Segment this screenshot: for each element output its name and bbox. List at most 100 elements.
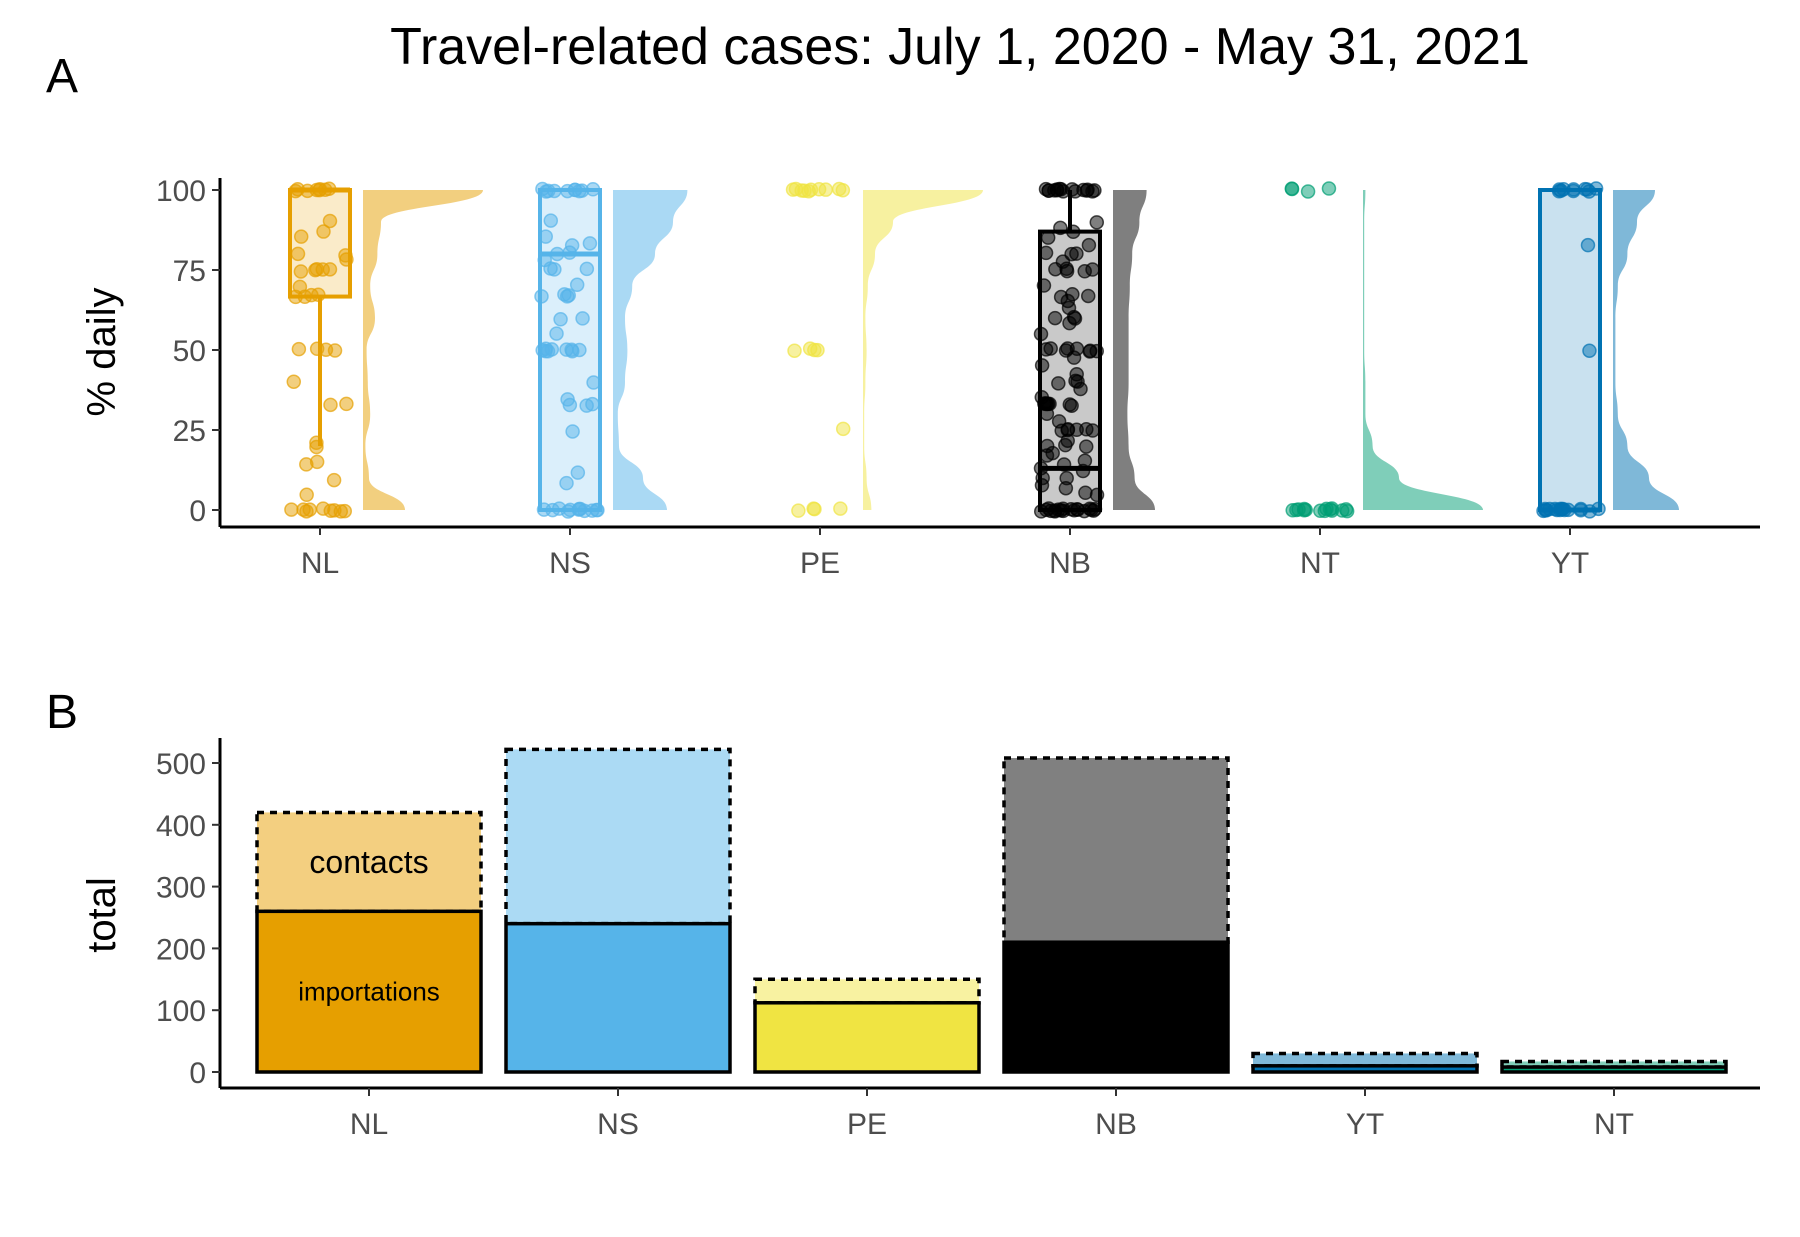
panel-a-y-tick-label: 25 <box>173 415 206 448</box>
panel-a-point-nl <box>323 503 339 518</box>
panel-a-point-nb <box>1036 278 1052 293</box>
panel-a-point-nl <box>284 502 299 517</box>
panel-a-point-nb <box>1069 246 1084 261</box>
panel-a-point-yt <box>1538 503 1553 518</box>
panel-a-point-nl <box>309 341 325 357</box>
panel-a-point-pe <box>835 421 851 437</box>
panel-a-point-nl <box>309 439 324 455</box>
panel-a-point-nt <box>1339 503 1355 519</box>
panel-a-point-nb <box>1048 261 1063 277</box>
panel-b-bar-importations-pe <box>753 1001 981 1074</box>
panel-a-point-ns <box>540 343 556 359</box>
panel-a-x-tick-label-ns: NS <box>549 547 591 580</box>
panel-b-bar-importations-yt <box>1251 1064 1479 1074</box>
panel-a-point-nb <box>1080 288 1096 304</box>
panel-a-point-nb <box>1039 406 1055 421</box>
panel-a-point-nb <box>1039 448 1055 463</box>
panel-a-point-pe <box>806 501 821 516</box>
panel-a-point-nl <box>312 181 328 197</box>
panel-b-x-tick-label-yt: YT <box>1346 1108 1384 1141</box>
panel-a-point-ns <box>543 261 558 276</box>
panel-a-point-nb <box>1081 237 1097 253</box>
panel-a-point-nb <box>1077 503 1092 519</box>
panel-a-point-ns <box>586 375 601 390</box>
panel-a-point-nl <box>299 457 314 472</box>
panel-a-point-nt <box>1297 501 1312 517</box>
panel-a-violin-pe <box>863 190 983 510</box>
panel-a-point-nb <box>1089 487 1105 503</box>
panel-b-y-tick-label: 500 <box>156 748 206 781</box>
panel-a-point-nt <box>1300 184 1316 199</box>
panel-a-x-tick-label-nb: NB <box>1049 547 1091 580</box>
panel-a-point-ns <box>562 397 578 413</box>
panel-a-point-nb <box>1082 343 1098 359</box>
panel-a-point-nl <box>339 252 354 267</box>
panel-a-point-nb <box>1038 245 1054 261</box>
panel-b-bar-importations-nl <box>255 909 483 1074</box>
panel-a-violin-nb <box>1113 190 1155 510</box>
panel-b-x-tick-label-nb: NB <box>1095 1108 1137 1141</box>
panel-a-point-pe <box>835 182 851 198</box>
panel-a-point-nl <box>316 224 331 239</box>
panel-a-point-nb <box>1079 183 1095 198</box>
panel-a-point-nb <box>1089 215 1105 230</box>
panel-a-point-pe <box>811 182 827 197</box>
panel-a-point-ns <box>535 181 550 197</box>
panel-a-point-nl <box>300 183 315 199</box>
panel-a-point-nb <box>1058 480 1074 496</box>
panel-a-point-nt <box>1284 181 1300 196</box>
panel-b-bar-importations-ns <box>504 921 732 1074</box>
panel-a-point-nb <box>1069 422 1084 438</box>
panel-b-bar-importations-nt <box>1500 1065 1728 1074</box>
panel-a-point-ns <box>575 311 590 326</box>
panel-a-point-ns <box>549 246 565 262</box>
panel-a-y-axis-title: % daily <box>80 288 124 417</box>
panel-a-point-nb <box>1064 398 1079 413</box>
panel-a-violin-ns <box>613 190 688 510</box>
panel-a-point-pe <box>833 501 848 516</box>
panel-b-y-tick-label: 100 <box>156 995 206 1028</box>
panel-a-point-nl <box>299 504 314 519</box>
panel-a-point-nb <box>1047 310 1063 326</box>
panel-b-annotation-contacts: contacts <box>309 844 428 880</box>
panel-a-point-pe <box>787 343 802 358</box>
panel-a-point-ns <box>543 213 559 228</box>
panel-b-plot: total 0 100 200 300 400 500 NL NS PE NB YT NT contac… <box>80 738 1760 1141</box>
panel-a-point-pe <box>791 503 806 518</box>
panel-a-point-nb <box>1056 457 1072 472</box>
panel-a-point-nl <box>315 262 330 277</box>
panel-a-plot: % daily 0 25 50 75 100 NL NS PE NB NT YT <box>80 175 1760 580</box>
panel-b-y-tick-label: 300 <box>156 872 206 905</box>
panel-b-y-axis-title: total <box>80 877 124 953</box>
panel-a-point-yt <box>1582 504 1597 519</box>
panel-a-point-nt <box>1322 502 1338 517</box>
panel-b-x-tick-label-nt: NT <box>1594 1108 1634 1141</box>
panel-a-point-nl <box>299 487 314 503</box>
panel-a-point-nl <box>327 343 343 358</box>
panel-a-point-yt <box>1566 182 1581 197</box>
panel-a-point-nl <box>286 374 302 389</box>
panel-a-x-tick-label-yt: YT <box>1551 547 1589 580</box>
panel-a-point-nl <box>323 397 338 413</box>
panel-b-y-tick-label: 0 <box>189 1057 206 1090</box>
panel-a-point-nb <box>1034 478 1050 493</box>
figure-title: Travel-related cases: July 1, 2020 - May… <box>390 18 1530 76</box>
panel-b-y-tick-label: 200 <box>156 933 206 966</box>
panel-a-point-yt <box>1557 502 1572 518</box>
panel-b-x-tick-label-nl: NL <box>350 1108 388 1141</box>
panel-a-point-ns <box>565 424 580 439</box>
panel-a-point-nl <box>291 341 307 357</box>
panel-a-point-ns <box>559 475 574 491</box>
panel-a-point-ns <box>549 326 564 341</box>
panel-a-point-ns <box>573 501 588 517</box>
panel-a-point-yt <box>1582 343 1597 358</box>
panel-b-x-tick-label-pe: PE <box>847 1108 887 1141</box>
panel-a-x-tick-label-pe: PE <box>800 547 840 580</box>
panel-a-point-nb <box>1078 439 1094 454</box>
panel-a-point-ns <box>570 465 586 480</box>
panel-a-point-nl <box>326 472 342 488</box>
panel-a-x-tick-label-nl: NL <box>301 547 339 580</box>
panel-a-point-nl <box>293 264 309 279</box>
panel-b-bar-contacts-pe <box>753 977 981 1005</box>
